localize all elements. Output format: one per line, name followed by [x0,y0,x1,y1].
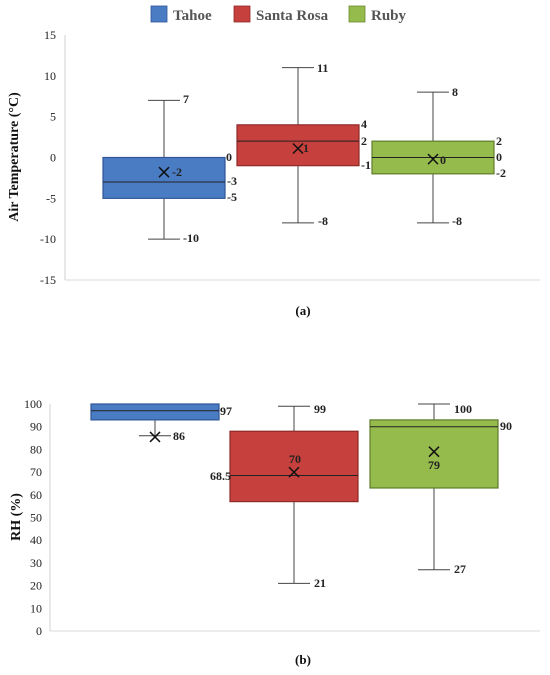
humidity-box-ruby: 27 90 100 79 [369,402,512,576]
mean-data-label: 79 [428,458,440,472]
temperature-tick-label: 10 [44,69,56,83]
temperature-axis-label: Air Temperature (°C) [7,92,22,222]
legend-swatch-santa-rosa [233,5,251,23]
temperature-box-tahoe: -10 -5 -3 0 7 -2 [102,92,237,245]
humidity-tick-label: 80 [30,442,42,456]
humidity-tick-label: 20 [30,579,42,593]
mean-data-label: 70 [289,452,301,466]
temperature-tick-label: 5 [50,110,56,124]
min-data-label: 86 [173,429,185,443]
q3-data-label: 2 [496,134,502,148]
mean-marker [158,166,170,178]
humidity-tick-label: 60 [30,488,42,502]
temperature-tick-label: -10 [40,232,56,246]
legend-swatch-ruby [348,5,366,23]
min-data-label: -8 [318,214,328,228]
median-data-label: 68.5 [210,469,231,483]
max-data-label: 100 [454,402,472,416]
q3-data-label: 0 [226,150,232,164]
min-data-label: -10 [183,231,199,245]
temperature-caption: (a) [295,303,310,318]
max-data-label: 8 [452,85,458,99]
humidity-tick-label: 30 [30,556,42,570]
max-data-label: 99 [314,402,326,416]
min-data-label: 21 [314,576,326,590]
temperature-tick-label: -5 [46,191,56,205]
temperature-box-ruby: -8 -2 0 2 8 0 [371,85,506,228]
humidity-tick-label: 10 [30,601,42,615]
mean-marker [288,466,300,478]
max-data-label: 11 [317,61,328,75]
mean-x-stroke [427,153,439,165]
mean-x-stroke [428,446,440,458]
mean-marker [427,153,439,165]
humidity-chart: RH (%) (b) 0 10 20 30 40 50 60 70 80 90 100 86 97 21 6… [9,397,540,667]
temperature-tick-label: 15 [44,28,56,42]
humidity-tick-label: 50 [30,511,42,525]
humidity-caption: (b) [295,652,311,667]
humidity-tick-label: 40 [30,533,42,547]
mean-x-stroke [292,142,304,155]
iqr-box [369,419,499,489]
q1-data-label: -1 [361,158,371,172]
mean-data-label: 0 [440,153,446,167]
median-data-label: 2 [361,134,367,148]
mean-x-stroke [149,431,161,443]
min-data-label: 27 [454,562,466,576]
iqr-box [229,430,359,503]
q1-data-label: -5 [227,190,237,204]
mean-marker [292,142,304,155]
mean-marker [149,431,161,443]
mean-x-stroke [158,166,170,178]
min-data-label: -8 [452,214,462,228]
mean-marker [428,446,440,458]
max-data-label: 7 [183,92,189,106]
temperature-chart: Air Temperature (°C) (a) -15-10-5051015-… [7,28,540,318]
legend: Tahoe Santa Rosa Ruby [150,5,407,24]
median-data-label: -3 [227,174,237,188]
mean-data-label: -2 [172,165,182,179]
mean-data-label: 1 [303,141,309,155]
iqr-box [90,403,220,421]
median-data-label: 0 [496,150,502,164]
legend-label-tahoe: Tahoe [173,8,212,24]
q1-data-label: -2 [496,166,506,180]
humidity-box-tahoe: 86 97 [90,403,232,443]
temperature-tick-label: -15 [40,273,56,287]
legend-label-ruby: Ruby [371,8,407,24]
iqr-box [236,124,360,167]
legend-label-santa-rosa: Santa Rosa [256,8,329,24]
median-data-label: 97 [220,404,232,418]
humidity-axis-label: RH (%) [9,493,24,541]
legend-swatch-tahoe [150,5,168,23]
humidity-tick-label: 70 [30,465,42,479]
humidity-tick-label: 0 [36,624,42,638]
mean-x-stroke [288,466,300,478]
humidity-tick-label: 90 [30,420,42,434]
temperature-tick-label: 0 [50,151,56,165]
humidity-tick-label: 100 [24,397,42,411]
median-data-label: 90 [500,419,512,433]
humidity-box-santa-rosa: 21 68.5 99 70 [210,402,359,590]
iqr-box [102,156,226,199]
q3-data-label: 4 [361,117,367,131]
